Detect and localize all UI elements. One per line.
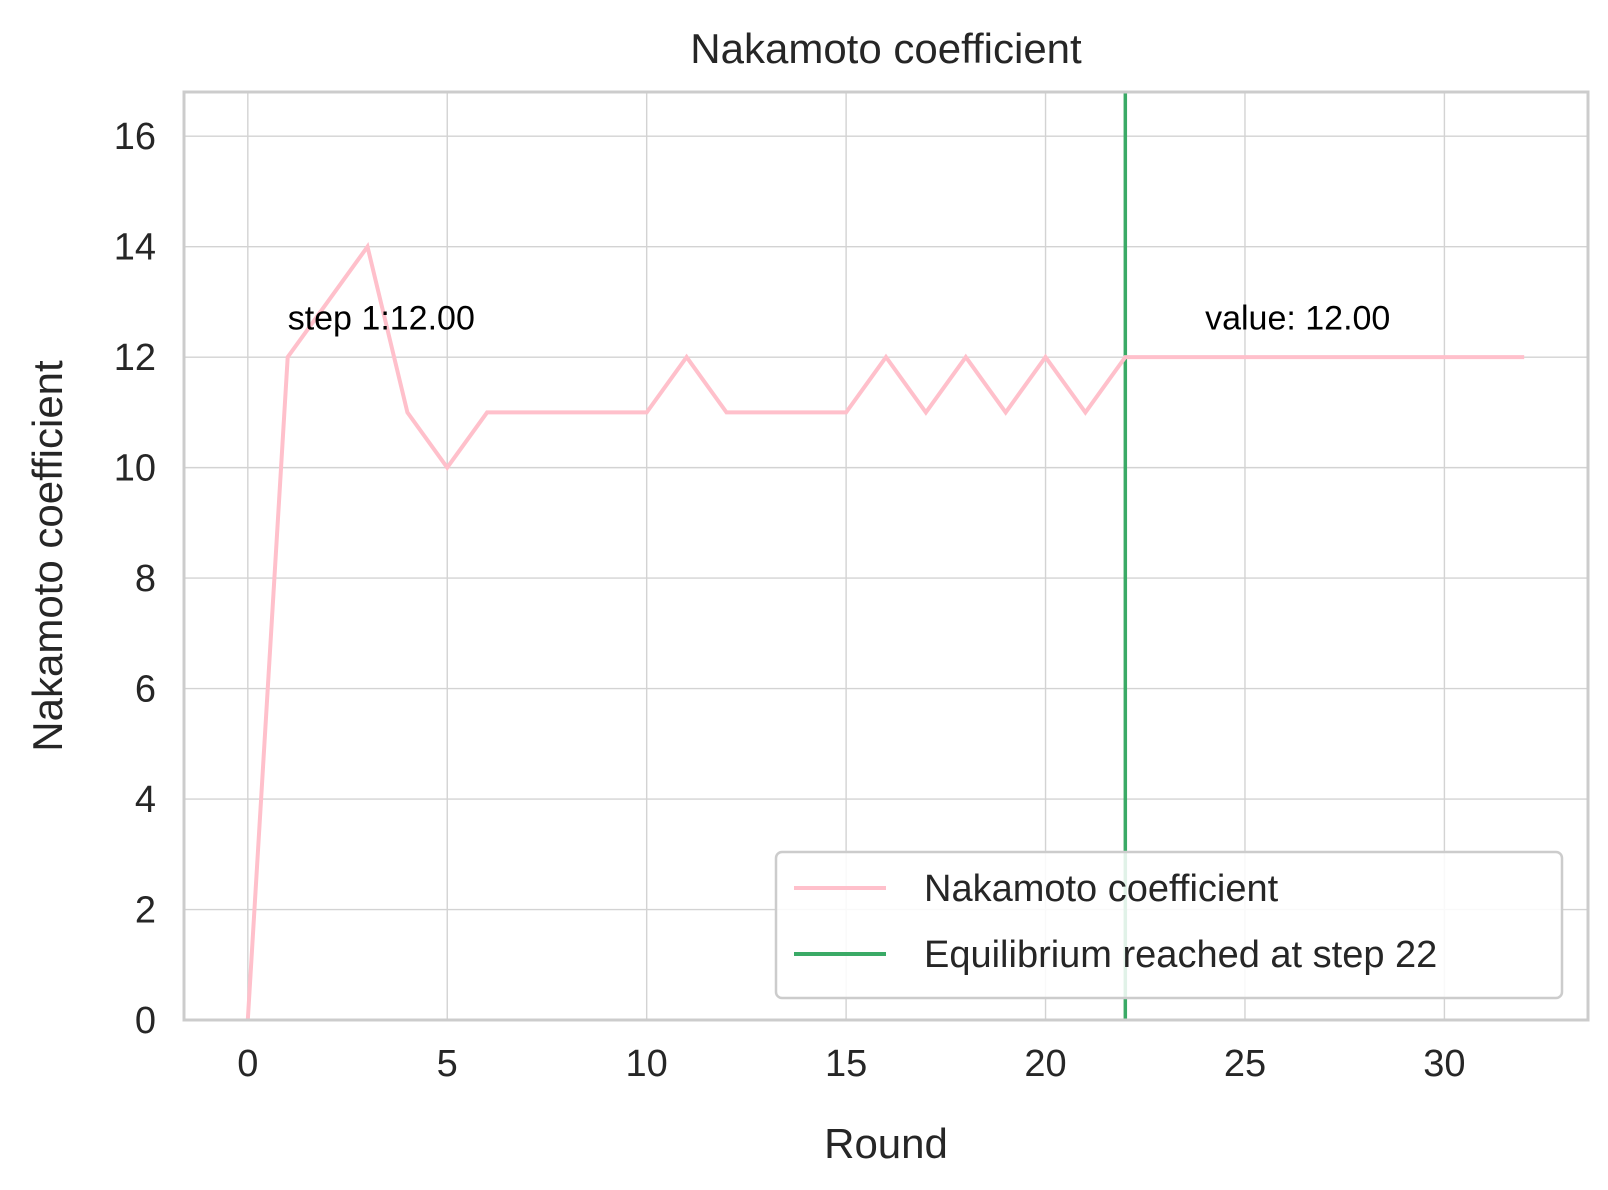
tick-labels: 0 5 10 15 20 25 30 0 2 4 6 8 10 12 14 16 [114,116,1466,1085]
legend: Nakamoto coefficient Equilibrium reached … [774,850,1564,1000]
x-tick-label: 25 [1224,1043,1266,1085]
legend-label: Equilibrium reached at step 22 [924,934,1437,976]
y-tick-label: 8 [135,558,156,600]
y-tick-label: 0 [135,1000,156,1042]
series-line [245,242,1525,1021]
y-axis-label: Nakamoto coefficient [24,360,71,752]
y-tick-label: 12 [114,337,156,379]
x-tick-label: 5 [437,1043,458,1085]
legend-box [774,850,1564,1000]
x-tick-label: 15 [825,1043,867,1085]
legend-label: Nakamoto coefficient [924,868,1279,910]
x-tick-label: 30 [1423,1043,1465,1085]
annotation-text: step 1:12.00 [288,300,475,338]
plot-frame [182,90,1590,1022]
x-tick-label: 20 [1024,1043,1066,1085]
y-tick-label: 16 [114,116,156,158]
y-tick-label: 10 [114,448,156,490]
y-tick-label: 6 [135,669,156,711]
x-axis-label: Round [824,1120,948,1167]
series [245,242,1525,1021]
y-tick-label: 4 [135,779,156,821]
y-tick-label: 14 [114,227,156,269]
annotation-text: value: 12.00 [1205,300,1390,338]
x-tick-label: 0 [237,1043,258,1085]
x-tick-label: 10 [626,1043,668,1085]
annotations: step 1:12.00 value: 12.00 [288,300,1391,338]
y-tick-label: 2 [135,890,156,932]
chart-title: Nakamoto coefficient [690,25,1082,72]
